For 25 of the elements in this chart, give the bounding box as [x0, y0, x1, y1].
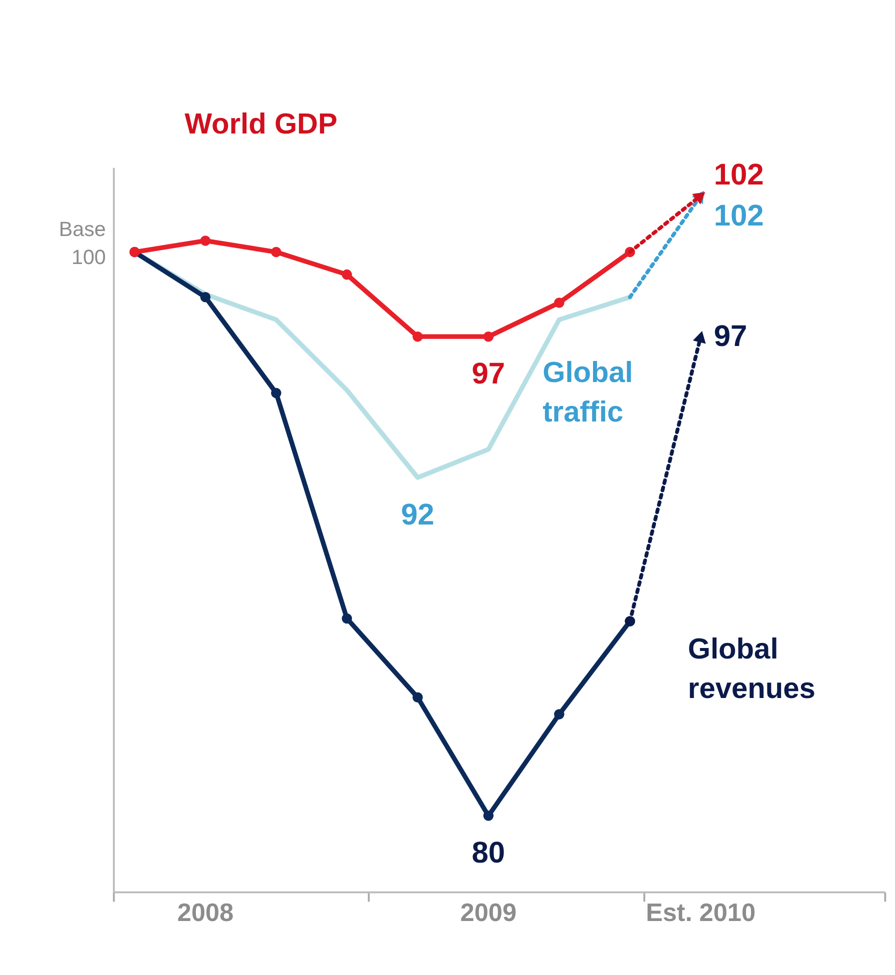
- point: [483, 331, 494, 342]
- point: [483, 810, 494, 821]
- point: [200, 236, 211, 246]
- point: [271, 388, 282, 398]
- data-label: 92: [401, 498, 434, 532]
- text: Global traffic: [542, 357, 633, 428]
- data-label: 97: [714, 320, 748, 353]
- point: [200, 292, 211, 302]
- data-label: 102: [714, 200, 764, 233]
- point: [412, 331, 423, 342]
- x-tick-label: 2009: [460, 898, 517, 927]
- annotation: Base 100: [58, 218, 106, 269]
- point: [554, 709, 564, 720]
- data-label: 102: [714, 158, 764, 192]
- text: World GDP: [184, 108, 338, 141]
- point: [342, 613, 352, 624]
- x-tick-label: 2008: [177, 898, 234, 927]
- x-tick-label: Est. 2010: [646, 898, 756, 927]
- point: [412, 692, 423, 703]
- data-label: 97: [472, 357, 506, 390]
- point: [271, 246, 282, 258]
- point: [554, 298, 564, 308]
- point: [342, 269, 352, 280]
- series-label: Global revenues: [688, 634, 816, 705]
- data-label: 80: [472, 836, 506, 870]
